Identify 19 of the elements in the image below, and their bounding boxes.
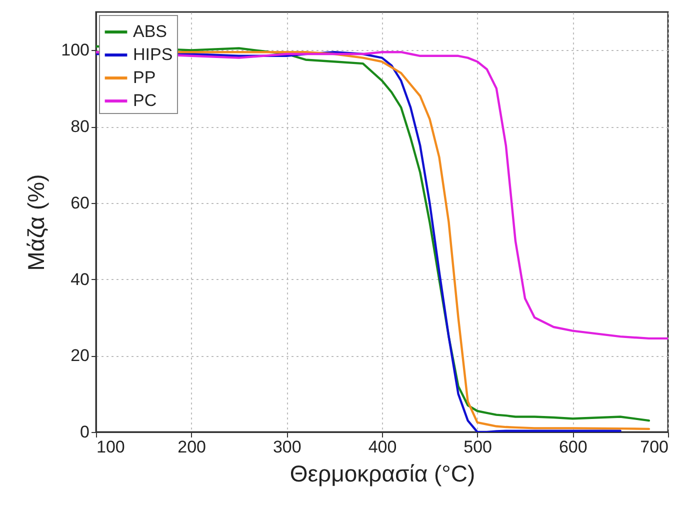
y-axis-title: Μάζα (%)	[23, 174, 50, 271]
x-tick-label: 700	[640, 438, 668, 456]
y-tick-label: 80	[70, 117, 90, 136]
x-tick-label: 600	[558, 438, 588, 456]
x-tick-label: 200	[178, 438, 206, 456]
legend-label: ABS	[133, 22, 168, 41]
x-tick-label: 500	[464, 438, 492, 456]
x-tick-label: 100	[96, 438, 125, 456]
x-axis-title: Θερμοκρασία (°C)	[290, 460, 476, 486]
y-tick-label: 60	[70, 193, 90, 212]
y-tick-label: 40	[70, 270, 90, 289]
legend-label: HIPS	[133, 45, 173, 64]
x-tick-label: 300	[272, 438, 302, 456]
legend-label: PC	[133, 91, 157, 110]
legend-label: PP	[133, 68, 156, 87]
y-tick-label: 20	[70, 346, 90, 366]
x-tick-label: 400	[368, 438, 397, 456]
y-tick-label: 100	[61, 40, 90, 60]
y-tick-label: 0	[80, 422, 90, 442]
